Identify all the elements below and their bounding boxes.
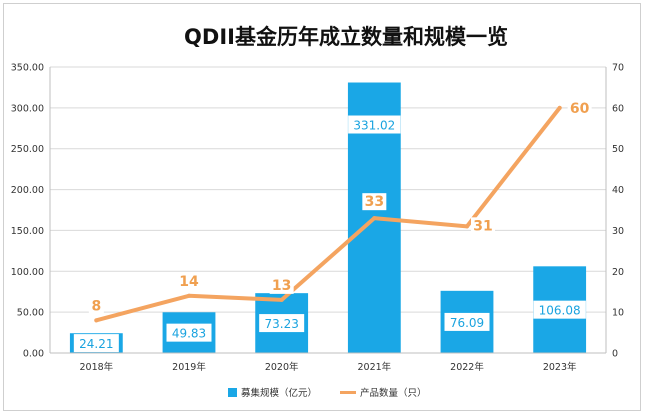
line-value-label: 8: [88, 297, 104, 315]
legend-bar-swatch: [228, 388, 237, 397]
bar-value-box: [259, 314, 305, 333]
x-tick-label: 2021年: [357, 361, 391, 373]
line-value-box: [269, 276, 294, 294]
line-value-text: 31: [473, 218, 492, 234]
y-left-tick-label: 300.00: [11, 103, 44, 114]
legend: 募集规模（亿元） 产品数量（只）: [228, 387, 427, 399]
x-tick-label: 2019年: [172, 361, 206, 373]
y-right-tick-label: 0: [612, 349, 618, 360]
y-left-tick-label: 100.00: [11, 267, 44, 278]
line-point: [187, 293, 191, 298]
y-left-tick-label: 0.00: [23, 349, 44, 360]
bar-value-label: 73.23: [259, 314, 305, 333]
bar-value-text: 49.83: [172, 327, 206, 341]
line-value-box: [88, 297, 104, 315]
bar-value-box: [348, 115, 401, 134]
bar-value-box: [533, 300, 586, 319]
line-value-label: 14: [177, 272, 201, 290]
y-left-tick-label: 150.00: [11, 226, 44, 237]
line-value-text: 60: [570, 101, 590, 117]
y-right-tick-label: 30: [612, 226, 624, 237]
y-right-tick-label: 60: [612, 103, 624, 114]
bar-value-text: 24.21: [79, 337, 113, 351]
line-value-label: 13: [269, 276, 294, 294]
line-point: [557, 105, 562, 110]
line-point: [465, 224, 469, 229]
y-right-tick-label: 70: [612, 63, 624, 74]
line-value-text: 8: [91, 298, 101, 314]
axes: 0.00 50.00 100.00 150.00 200.00 250.00 300.00 3…: [11, 63, 624, 374]
line-value-box: [567, 99, 592, 117]
line-value-text: 13: [272, 278, 291, 294]
y-right-tick-label: 50: [612, 144, 624, 155]
line-point: [279, 297, 284, 302]
bar-value-label: 106.08: [533, 300, 586, 319]
bar-value-label: 49.83: [166, 323, 212, 342]
bar-value-box: [444, 312, 490, 331]
legend-line-label: 产品数量（只）: [360, 387, 427, 399]
bar-value-text: 331.02: [353, 119, 395, 133]
bar-value-box: [73, 334, 119, 353]
y-left-tick-label: 50.00: [17, 308, 44, 319]
line-point: [372, 216, 377, 221]
line-point: [94, 318, 99, 323]
line-layer: [94, 105, 562, 323]
bar-value-text: 73.23: [264, 317, 298, 331]
y-right-tick-label: 20: [612, 267, 624, 278]
bar-value-label: 331.02: [348, 115, 401, 134]
bar-value-label: 76.09: [444, 312, 490, 331]
line-value-label: 60: [567, 99, 592, 117]
y-left-tick-label: 250.00: [11, 144, 44, 155]
line-value-box: [177, 272, 201, 290]
line-value-text: 14: [179, 274, 199, 290]
y-left-tick-label: 350.00: [11, 63, 44, 74]
bar-value-box: [166, 323, 212, 342]
line-value-label: 31: [471, 217, 495, 235]
chart-title: QDII基金历年成立数量和规模一览: [184, 25, 508, 49]
line-value-box: [362, 193, 387, 211]
bar-value-text: 76.09: [450, 316, 484, 330]
x-tick-label: 2020年: [265, 361, 299, 373]
y-right-tick-label: 40: [612, 185, 624, 196]
x-tick-label: 2022年: [450, 361, 484, 373]
line-value-text: 33: [365, 194, 384, 210]
line-value-label: 33: [362, 193, 387, 211]
line-series: [94, 105, 562, 323]
labels: 24.21 49.83 73.23 331.02 76.09 106.08 8 14 13 33 3…: [73, 99, 592, 353]
line-value-box: [471, 217, 495, 235]
bar-value-text: 106.08: [539, 304, 581, 318]
legend-bar-label: 募集规模（亿元）: [241, 387, 317, 399]
bar-value-label: 24.21: [73, 334, 119, 353]
y-left-tick-label: 200.00: [11, 185, 44, 196]
x-tick-label: 2018年: [79, 361, 113, 373]
y-right-tick-label: 10: [612, 308, 624, 319]
x-tick-label: 2023年: [543, 361, 577, 373]
